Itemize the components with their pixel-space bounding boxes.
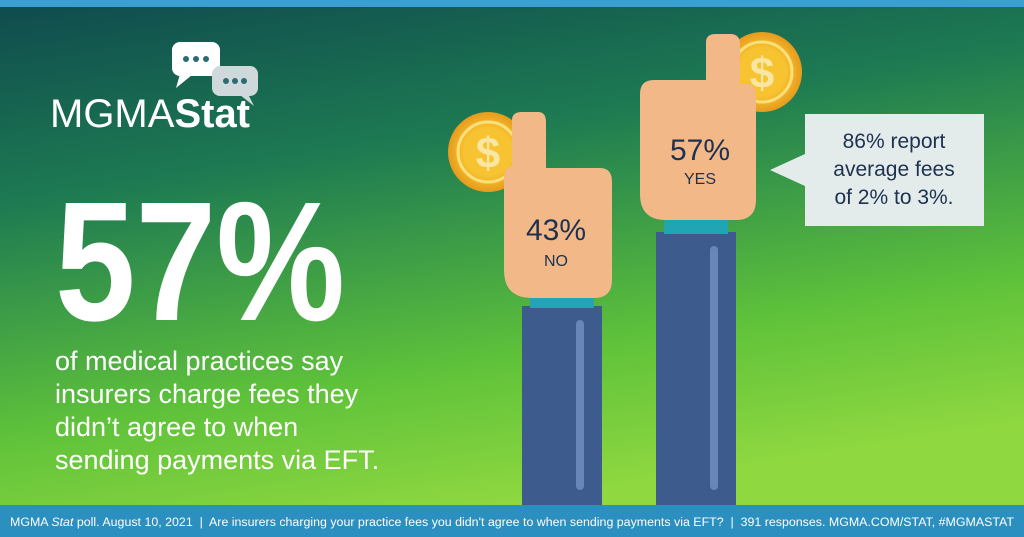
top-stripe: [0, 0, 1024, 7]
yes-label: YES: [684, 171, 716, 188]
body-line: insurers charge fees they: [55, 379, 359, 409]
footer: MGMA Stat poll. August 10, 2021 | Are in…: [10, 517, 1014, 529]
footer-bar: [0, 505, 1024, 537]
logo-icon: [172, 42, 258, 106]
no-label: NO: [544, 253, 568, 270]
body-line: sending payments via EFT.: [55, 445, 379, 475]
body-line: of medical practices say: [55, 346, 344, 376]
callout: 86% report average fees of 2% to 3%.: [770, 114, 984, 226]
footer-italic: Stat: [51, 517, 74, 529]
footer-prefix: MGMA: [10, 517, 51, 529]
svg-text:$: $: [476, 129, 500, 178]
logo: MGMAStat: [50, 92, 250, 136]
headline: 57%: [55, 167, 345, 357]
no-arm: $ 43% NO: [448, 112, 612, 506]
yes-arm: $ 57% YES: [640, 32, 802, 506]
yes-percent: 57%: [670, 134, 730, 167]
logo-second: Stat: [174, 92, 250, 136]
callout-line: of 2% to 3%.: [834, 186, 953, 209]
footer-rest: poll. August 10, 2021 | Are insurers cha…: [73, 517, 1014, 529]
logo-first: MGMA: [50, 92, 175, 136]
callout-line: 86% report: [843, 130, 946, 153]
no-percent: 43%: [526, 214, 586, 247]
callout-line: average fees: [833, 158, 954, 181]
body-line: didn’t agree to when: [55, 412, 298, 442]
